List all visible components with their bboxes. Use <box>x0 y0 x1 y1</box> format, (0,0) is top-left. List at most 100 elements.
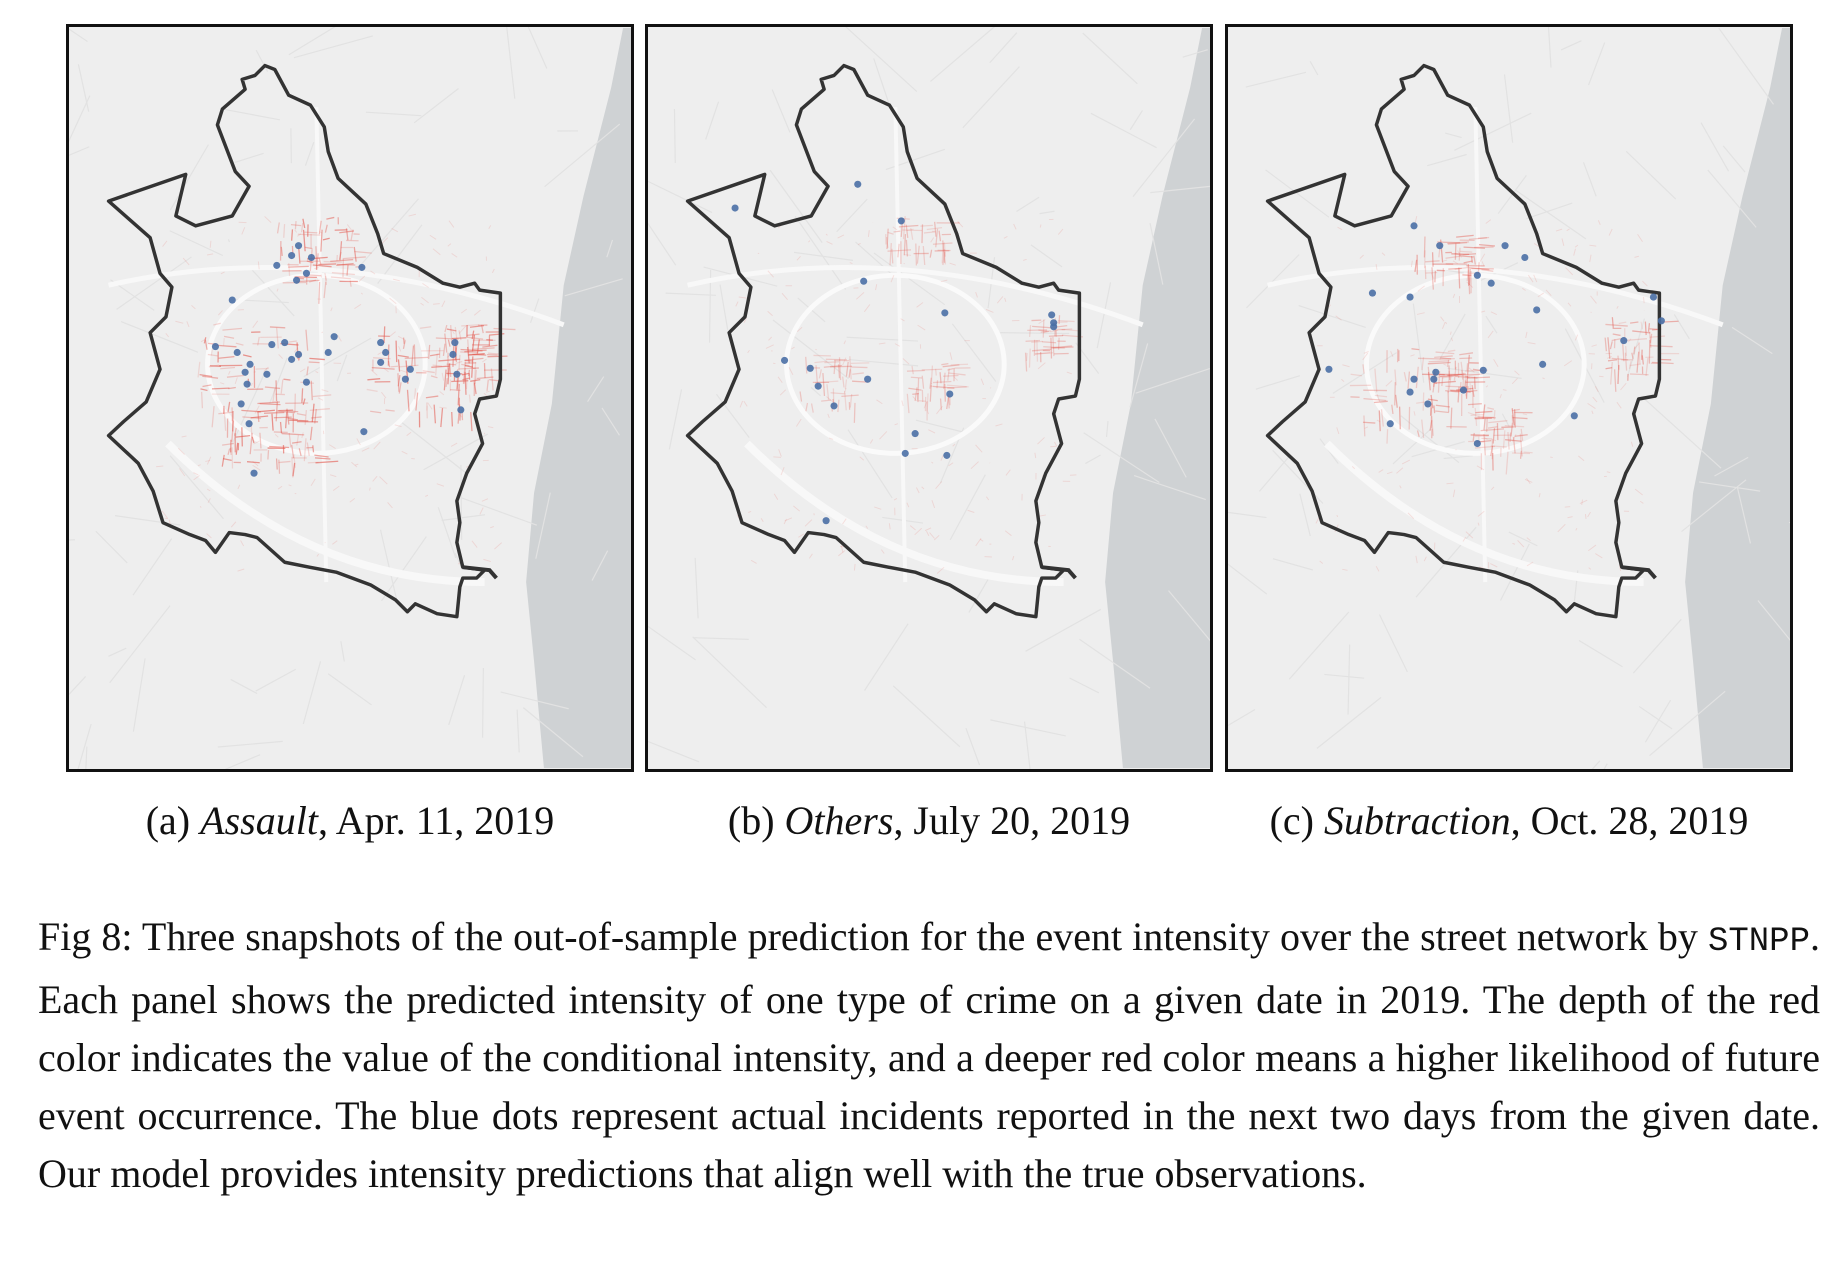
intensity-segment <box>473 309 481 316</box>
intensity-segment <box>939 372 942 384</box>
intensity-segment <box>849 262 853 265</box>
intensity-segment <box>1512 408 1520 412</box>
intensity-segment <box>413 344 416 367</box>
intensity-segment <box>840 545 844 553</box>
intensity-segment <box>1443 363 1447 366</box>
intensity-segment <box>202 384 212 388</box>
ring-road <box>1324 440 1644 586</box>
intensity-segment <box>1591 344 1597 347</box>
intensity-segment <box>826 384 830 400</box>
intensity-segment <box>1642 280 1648 287</box>
intensity-segment <box>1025 339 1041 342</box>
intensity-segment <box>1628 361 1632 369</box>
intensity-segment <box>1481 268 1494 272</box>
background-street <box>303 337 372 378</box>
intensity-segment <box>1380 409 1384 427</box>
intensity-segment <box>739 400 744 408</box>
intensity-segment <box>926 226 943 231</box>
intensity-segment <box>1394 394 1398 408</box>
intensity-segment <box>1468 275 1471 295</box>
intensity-segment <box>892 226 898 231</box>
intensity-segment <box>1490 563 1498 568</box>
incident-dot <box>1533 306 1541 314</box>
intensity-segment <box>1450 407 1453 429</box>
intensity-segment <box>1474 246 1494 249</box>
intensity-segment <box>1477 416 1496 419</box>
ring-road <box>165 440 485 586</box>
intensity-segment <box>471 330 475 340</box>
background-street <box>1499 543 1530 601</box>
incident-dot <box>1539 360 1547 368</box>
intensity-segment <box>1566 228 1570 232</box>
intensity-segment <box>321 389 329 393</box>
intensity-segment <box>1590 295 1597 304</box>
background-street <box>441 514 486 521</box>
intensity-segment <box>933 534 940 541</box>
intensity-segment <box>1466 269 1470 282</box>
intensity-segment <box>398 382 402 394</box>
background-street <box>873 58 892 109</box>
intensity-segment <box>1527 274 1534 283</box>
intensity-segment <box>952 443 956 447</box>
intensity-segment <box>1052 336 1055 357</box>
intensity-segment <box>957 221 960 224</box>
intensity-segment <box>1610 362 1613 385</box>
intensity-segment <box>1588 567 1592 570</box>
intensity-segment <box>1621 341 1625 362</box>
intensity-segment <box>1031 340 1043 343</box>
intensity-segment <box>1039 224 1042 228</box>
intensity-segment <box>259 402 281 406</box>
intensity-segment <box>1607 359 1618 362</box>
intensity-segment <box>1468 403 1482 406</box>
intensity-segment <box>1437 371 1441 393</box>
intensity-segment <box>280 379 284 394</box>
intensity-segment <box>1613 369 1617 392</box>
intensity-segment <box>912 396 918 402</box>
background-street <box>692 636 768 709</box>
intensity-segment <box>447 339 451 347</box>
intensity-segment <box>931 500 936 509</box>
intensity-segment <box>1609 341 1613 350</box>
intensity-segment <box>287 417 299 421</box>
background-street <box>930 27 995 82</box>
intensity-segment <box>257 336 260 346</box>
background-street <box>69 146 90 156</box>
incident-dot <box>901 449 909 457</box>
intensity-segment <box>177 447 185 455</box>
intensity-segment <box>943 249 946 265</box>
incident-dot <box>1430 375 1438 383</box>
incident-dot <box>241 368 249 376</box>
intensity-segment <box>285 412 288 429</box>
intensity-segment <box>1465 375 1469 399</box>
intensity-segment <box>853 563 856 571</box>
background-street <box>1129 110 1143 131</box>
intensity-segment <box>947 368 950 381</box>
intensity-segment <box>400 369 408 374</box>
incident-dot <box>1406 293 1414 301</box>
incident-dot <box>358 263 366 271</box>
intensity-segment <box>1618 321 1627 325</box>
background-street <box>327 673 372 706</box>
intensity-segment <box>799 391 803 402</box>
intensity-segment <box>297 233 321 236</box>
intensity-segment <box>887 231 894 235</box>
intensity-segment <box>826 240 833 245</box>
intensity-segment <box>464 364 473 368</box>
intensity-segment <box>397 359 401 372</box>
intensity-segment <box>1061 328 1073 331</box>
background-street <box>1324 673 1365 679</box>
intensity-segment <box>286 408 290 425</box>
intensity-segment <box>1490 445 1494 457</box>
intensity-segment <box>1359 254 1364 259</box>
intensity-segment <box>227 401 231 413</box>
incident-dot <box>246 360 254 368</box>
intensity-segment <box>910 227 914 240</box>
intensity-segment <box>900 318 905 322</box>
intensity-segment <box>830 365 852 368</box>
intensity-segment <box>476 376 494 380</box>
intensity-segment <box>310 478 316 487</box>
background-street <box>230 678 258 695</box>
incident-dot <box>281 339 289 347</box>
intensity-segment <box>985 496 990 501</box>
intensity-segment <box>317 397 324 401</box>
